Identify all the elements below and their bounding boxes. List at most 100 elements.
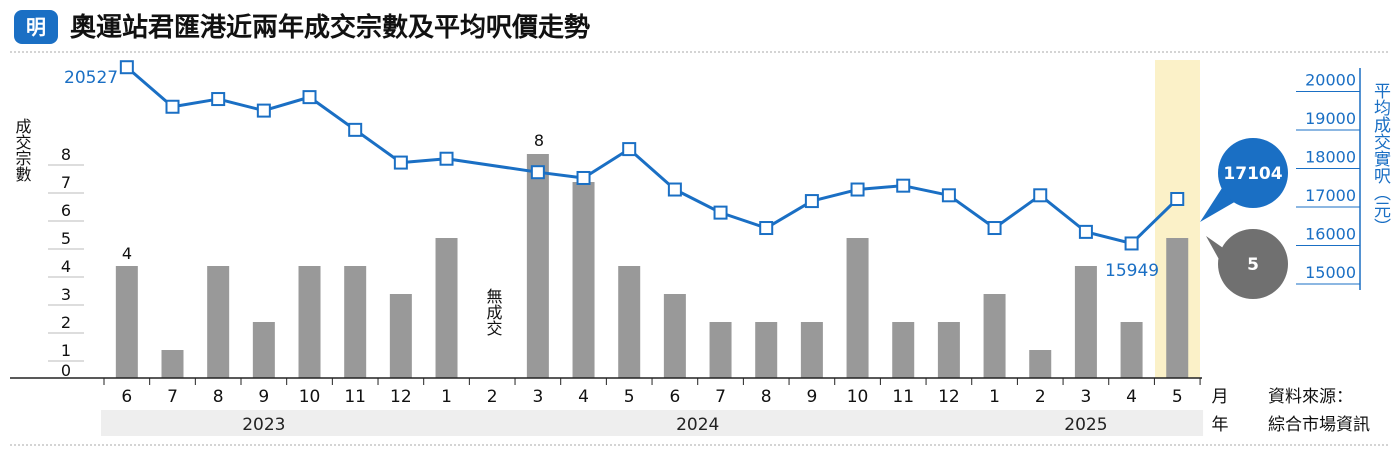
chart-title: 奧運站君匯港近兩年成交宗數及平均呎價走勢 — [70, 12, 590, 43]
bar — [709, 322, 732, 378]
month-unit: 月 — [1212, 387, 1229, 407]
year-label: 2025 — [1064, 415, 1107, 435]
left-tick-label: 5 — [61, 229, 71, 248]
left-tick-label: 7 — [61, 173, 71, 192]
price-point — [622, 142, 637, 157]
x-tick-label: 4 — [1126, 387, 1137, 407]
left-tick-label: 6 — [61, 201, 71, 220]
left-tick-label: 1 — [61, 341, 71, 360]
right-tick-label: 18000 — [1305, 148, 1356, 167]
right-tick-label: 20000 — [1305, 71, 1356, 90]
price-point — [439, 151, 454, 166]
price-point — [348, 122, 363, 137]
bar — [115, 266, 138, 378]
price-point — [1033, 188, 1048, 203]
bar — [344, 266, 367, 378]
price-point — [850, 182, 865, 197]
x-tick-label: 7 — [167, 387, 178, 407]
x-tick-label: 2 — [487, 387, 498, 407]
x-tick-label: 12 — [938, 387, 960, 407]
bar — [618, 266, 641, 378]
x-tick-label: 5 — [624, 387, 635, 407]
x-tick-label: 2 — [1035, 387, 1046, 407]
price-callout-bubble — [1218, 138, 1288, 208]
year-band — [101, 410, 427, 436]
bar — [846, 238, 869, 378]
no-deal-label: 無成交 — [484, 288, 503, 336]
first-count-label: 4 — [122, 244, 132, 263]
price-point — [1124, 236, 1139, 251]
right-tick-label: 19000 — [1305, 109, 1356, 128]
bar-series — [115, 154, 1189, 378]
first-price-label: 20527 — [64, 68, 118, 88]
x-tick-label: 9 — [258, 387, 269, 407]
x-tick-label: 12 — [390, 387, 412, 407]
right-axis-ticks: 20000 19000 18000 17000 16000 15000 — [1296, 68, 1361, 290]
price-point — [759, 221, 774, 236]
left-tick-label: 8 — [61, 145, 71, 164]
price-point — [256, 103, 271, 118]
x-tick-label: 5 — [1172, 387, 1183, 407]
bar — [937, 322, 960, 378]
bar — [1029, 350, 1052, 378]
price-point — [393, 155, 408, 170]
x-tick-label: 4 — [578, 387, 589, 407]
year-label: 2023 — [242, 415, 285, 435]
x-tick-label: 3 — [532, 387, 543, 407]
bar — [1166, 238, 1189, 378]
price-callout: 17104 — [1200, 138, 1288, 222]
bar — [389, 294, 412, 378]
header: 明 奧運站君匯港近兩年成交宗數及平均呎價走勢 — [14, 10, 590, 44]
price-point — [941, 188, 956, 203]
left-tick-label: 2 — [61, 313, 71, 332]
bar — [892, 322, 915, 378]
count-callout-text: 5 — [1247, 255, 1259, 275]
price-point — [896, 178, 911, 193]
x-tick-label: 10 — [299, 387, 321, 407]
price-point — [576, 170, 591, 185]
bar — [252, 322, 275, 378]
x-tick-label: 7 — [715, 387, 726, 407]
right-tick-label: 17000 — [1305, 186, 1356, 205]
year-band — [420, 410, 975, 436]
logo-badge — [14, 10, 58, 44]
price-point — [1078, 224, 1093, 239]
bar — [298, 266, 321, 378]
x-tick-label: 6 — [669, 387, 680, 407]
price-point — [165, 99, 180, 114]
bar — [983, 294, 1006, 378]
year-band — [968, 410, 1204, 436]
left-tick-label: 4 — [61, 257, 71, 276]
x-tick-label: 8 — [761, 387, 772, 407]
price-point — [211, 92, 226, 107]
price-point — [987, 221, 1002, 236]
bar — [800, 322, 823, 378]
left-tick-label: 0 — [61, 361, 71, 380]
price-point — [302, 90, 317, 105]
left-tick-label: 3 — [61, 285, 71, 304]
left-axis-ticks: 8 7 6 5 4 3 2 10 — [48, 145, 84, 380]
x-axis: 6 7 8 9 10 11 12 1 2 3 4 5 6 7 8 9 10 11 12 1 2 3 4 5 — [10, 377, 1202, 407]
x-tick-label: 1 — [989, 387, 1000, 407]
right-axis-label: 平均成交實呎（元） — [1370, 82, 1391, 235]
bar — [526, 154, 549, 378]
bar — [755, 322, 778, 378]
source-line-2: 綜合市場資訊 — [1268, 415, 1370, 435]
min-price-label: 15949 — [1105, 261, 1159, 281]
x-tick-label: 6 — [121, 387, 132, 407]
right-tick-label: 15000 — [1305, 263, 1356, 282]
x-tick-label: 11 — [344, 387, 366, 407]
bar — [1120, 322, 1143, 378]
price-point — [713, 205, 728, 220]
price-point — [530, 165, 545, 180]
bar — [572, 182, 595, 378]
price-point — [667, 182, 682, 197]
count-callout-bubble — [1218, 229, 1288, 299]
year-unit: 年 — [1212, 415, 1229, 435]
bar — [663, 294, 686, 378]
logo-text: 明 — [26, 15, 46, 39]
bar — [1074, 266, 1097, 378]
price-line — [125, 66, 1179, 245]
count-callout: 5 — [1206, 229, 1288, 299]
x-tick-label: 1 — [441, 387, 452, 407]
